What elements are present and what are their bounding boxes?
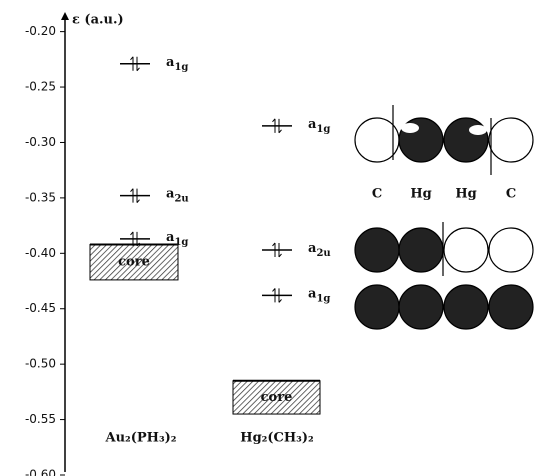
atom-label: C (372, 187, 382, 202)
orbital-a2u (355, 222, 533, 276)
level-label: a2u (166, 186, 189, 204)
compound-label: Hg₂(CH₃)₂ (240, 431, 313, 446)
level-label: a1g (308, 116, 330, 134)
axis-arrow (61, 12, 69, 20)
core-label: core (261, 390, 293, 405)
level-label: a1g (308, 286, 330, 304)
y-axis-label: ε (a.u.) (72, 13, 124, 28)
y-tick-label: -0.60 (25, 468, 56, 476)
level-label: a1g (166, 54, 188, 72)
y-tick-label: -0.40 (25, 246, 56, 260)
y-tick-label: -0.50 (25, 357, 56, 371)
y-tick-label: -0.35 (25, 190, 56, 204)
level-label: a2u (308, 240, 331, 258)
core-label: core (118, 255, 150, 270)
atom-label: Hg (455, 187, 476, 202)
chart: ε (a.u.) -0.20 -0.25 -0.30 -0.35 -0.40 -0.45 -… (0, 0, 536, 476)
orbital-a1g-upper (355, 105, 533, 175)
orbital-a1g-lower (355, 285, 533, 329)
y-tick-label: -0.55 (25, 412, 56, 426)
y-tick-label: -0.45 (25, 301, 56, 315)
atom-label: C (506, 187, 516, 202)
atom-label: Hg (410, 187, 431, 202)
y-tick-label: -0.30 (25, 135, 56, 149)
compound-label: Au₂(PH₃)₂ (105, 431, 177, 446)
y-tick-label: -0.25 (25, 80, 56, 94)
y-tick-label: -0.20 (25, 24, 56, 38)
